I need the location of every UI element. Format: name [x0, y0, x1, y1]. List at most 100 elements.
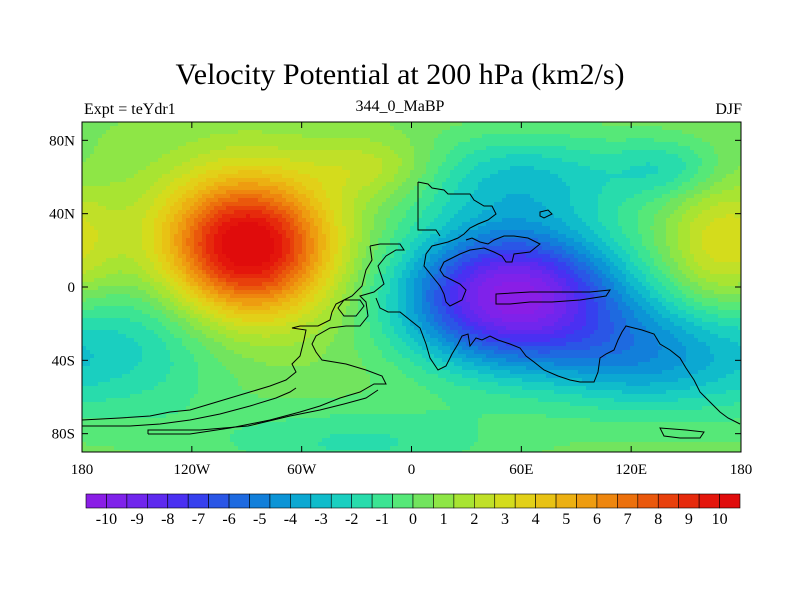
- field-cell: [618, 174, 623, 179]
- field-cell: [434, 230, 439, 235]
- field-cell: [358, 138, 363, 143]
- field-cell: [466, 170, 471, 175]
- field-cell: [438, 190, 443, 195]
- field-cell: [102, 214, 107, 219]
- field-cell: [706, 222, 711, 227]
- field-cell: [110, 182, 115, 187]
- field-cell: [646, 174, 651, 179]
- field-cell: [146, 154, 151, 159]
- field-cell: [478, 170, 483, 175]
- field-cell: [550, 190, 555, 195]
- field-cell: [86, 154, 91, 159]
- field-cell: [422, 226, 427, 231]
- field-cell: [582, 234, 587, 239]
- field-cell: [470, 134, 475, 139]
- field-cell: [738, 150, 741, 155]
- field-cell: [594, 214, 599, 219]
- field-cell: [290, 138, 295, 143]
- field-cell: [146, 146, 151, 151]
- field-cell: [686, 234, 691, 239]
- field-cell: [606, 202, 611, 207]
- field-cell: [410, 170, 415, 175]
- field-cell: [594, 222, 599, 227]
- field-cell: [278, 218, 283, 223]
- field-cell: [546, 146, 551, 151]
- field-cell: [450, 194, 455, 199]
- field-cell: [562, 122, 567, 127]
- field-cell: [186, 154, 191, 159]
- field-cell: [490, 182, 495, 187]
- field-cell: [102, 154, 107, 159]
- field-cell: [474, 170, 479, 175]
- field-cell: [382, 194, 387, 199]
- field-cell: [330, 174, 335, 179]
- field-cell: [362, 154, 367, 159]
- field-cell: [82, 206, 87, 211]
- field-cell: [442, 130, 447, 135]
- field-cell: [442, 174, 447, 179]
- field-cell: [494, 210, 499, 215]
- field-cell: [290, 122, 295, 127]
- field-cell: [318, 154, 323, 159]
- field-cell: [490, 166, 495, 171]
- field-cell: [442, 162, 447, 167]
- field-cell: [510, 238, 515, 243]
- field-cell: [82, 134, 87, 139]
- field-cell: [322, 202, 327, 207]
- field-cell: [482, 226, 487, 231]
- field-cell: [170, 150, 175, 155]
- field-cell: [522, 126, 527, 131]
- field-cell: [630, 126, 635, 131]
- field-cell: [554, 126, 559, 131]
- field-cell: [170, 218, 175, 223]
- field-cell: [306, 154, 311, 159]
- field-cell: [426, 202, 431, 207]
- field-cell: [498, 186, 503, 191]
- field-cell: [198, 138, 203, 143]
- field-cell: [666, 214, 671, 219]
- field-cell: [506, 170, 511, 175]
- field-cell: [686, 174, 691, 179]
- field-cell: [514, 226, 519, 231]
- field-cell: [714, 194, 719, 199]
- field-cell: [482, 238, 487, 243]
- field-cell: [646, 126, 651, 131]
- field-cell: [266, 182, 271, 187]
- field-cell: [266, 190, 271, 195]
- field-cell: [250, 190, 255, 195]
- field-cell: [294, 190, 299, 195]
- field-cell: [338, 218, 343, 223]
- field-cell: [298, 186, 303, 191]
- field-cell: [366, 174, 371, 179]
- field-cell: [230, 134, 235, 139]
- field-cell: [310, 166, 315, 171]
- field-cell: [646, 162, 651, 167]
- field-cell: [374, 186, 379, 191]
- field-cell: [226, 226, 231, 231]
- field-cell: [386, 122, 391, 127]
- field-cell: [126, 230, 131, 235]
- field-cell: [666, 138, 671, 143]
- field-cell: [590, 190, 595, 195]
- field-cell: [598, 186, 603, 191]
- field-cell: [258, 130, 263, 135]
- field-cell: [442, 226, 447, 231]
- field-cell: [662, 174, 667, 179]
- field-cell: [242, 178, 247, 183]
- field-cell: [286, 230, 291, 235]
- field-cell: [182, 214, 187, 219]
- field-cell: [386, 186, 391, 191]
- field-cell: [170, 202, 175, 207]
- field-cell: [558, 190, 563, 195]
- field-cell: [646, 206, 651, 211]
- field-cell: [582, 238, 587, 243]
- field-cell: [194, 238, 199, 243]
- field-cell: [570, 170, 575, 175]
- field-cell: [354, 230, 359, 235]
- field-cell: [470, 226, 475, 231]
- field-cell: [426, 174, 431, 179]
- field-cell: [526, 230, 531, 235]
- field-cell: [254, 218, 259, 223]
- field-cell: [214, 178, 219, 183]
- field-cell: [262, 226, 267, 231]
